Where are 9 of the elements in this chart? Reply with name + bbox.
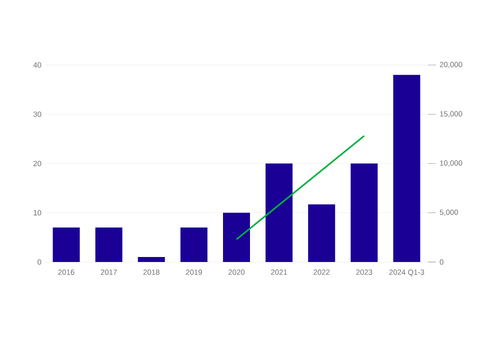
bar bbox=[180, 228, 208, 262]
bar bbox=[350, 163, 378, 262]
bar bbox=[52, 228, 80, 262]
bar bbox=[308, 204, 336, 262]
bar bbox=[266, 163, 293, 262]
bar bbox=[223, 212, 250, 262]
bar bbox=[95, 228, 122, 262]
bar bbox=[393, 74, 420, 262]
bar bbox=[138, 257, 165, 262]
